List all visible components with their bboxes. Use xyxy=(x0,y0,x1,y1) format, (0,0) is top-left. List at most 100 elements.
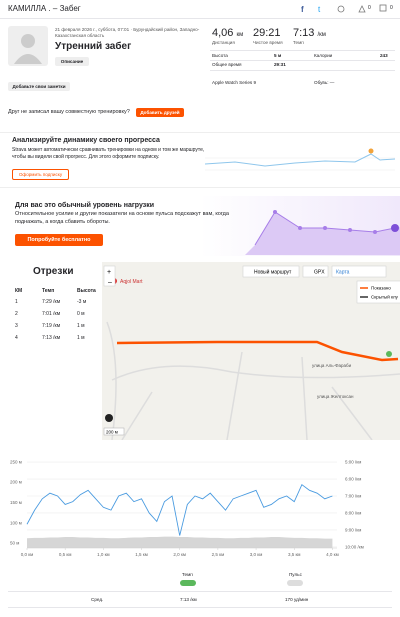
splits-cell: 1 м xyxy=(77,335,85,341)
y2-tick-label: 10:00 /км xyxy=(345,544,364,549)
pace-toggle-label: Темп xyxy=(182,572,193,577)
layer-label: Карта xyxy=(336,270,350,276)
splits-header: Высота xyxy=(77,288,96,294)
splits-cell: 1 xyxy=(15,299,18,305)
description-button[interactable]: Описание xyxy=(55,57,89,66)
avg-hr: 170 уд/мин xyxy=(285,597,309,602)
y2-tick-label: 5:00 /км xyxy=(345,460,361,465)
detail-label: Калории xyxy=(314,53,333,58)
x-tick-label: 4,0 км xyxy=(326,552,339,557)
street-label: улица Желтоксан xyxy=(317,394,354,399)
splits-header: Темп xyxy=(42,288,55,294)
detail-value: 29:31 xyxy=(274,62,286,67)
splits-header: КМ xyxy=(15,288,23,294)
legend-label: Скрытый клу xyxy=(371,294,399,300)
street-label: улица Аль-Фараби xyxy=(312,363,352,368)
promo-text: Относительное усилие и другие показатели… xyxy=(15,211,229,225)
svg-text:+: + xyxy=(107,269,111,276)
effort-preview xyxy=(245,210,400,255)
promo-title: Анализируйте динамику своего прогресса xyxy=(12,137,160,144)
pace-toggle[interactable] xyxy=(180,580,196,586)
stat-value: 7:13 /км xyxy=(293,27,326,40)
detail-label: Общее время xyxy=(212,62,242,67)
notes-button[interactable]: Добавьте свои заметки xyxy=(8,82,70,91)
subscribe-button[interactable]: Оформить подписку xyxy=(12,169,69,180)
add-friends-button[interactable]: Добавить друзей xyxy=(136,108,184,117)
place-label: Aqjol Mart xyxy=(120,279,143,285)
hr-toggle-label: Пульс xyxy=(289,572,302,577)
avg-label: Сред. xyxy=(91,597,104,602)
svg-text:t: t xyxy=(318,5,321,14)
map-legend xyxy=(356,280,400,304)
splits-cell: 1 м xyxy=(77,323,85,329)
detail-value: 5 м xyxy=(274,53,282,58)
stat-label: Дистанция xyxy=(212,40,235,45)
elevation-area xyxy=(27,536,333,548)
y-tick-label: 50 м xyxy=(10,541,19,546)
avg-pace: 7:13 /км xyxy=(180,597,197,602)
comment-count[interactable]: 0 xyxy=(390,5,393,11)
x-tick-label: 3,0 км xyxy=(250,552,263,557)
svg-text:f: f xyxy=(301,5,304,14)
x-tick-label: 2,5 км xyxy=(212,552,225,557)
splits-cell: 3 xyxy=(15,323,18,329)
pace-line xyxy=(26,483,333,536)
y-tick-label: 200 м xyxy=(10,480,22,485)
stat-value: 4,06 км xyxy=(212,27,243,40)
friends-text: Друг не записал вашу совместную трениров… xyxy=(8,109,130,115)
y2-tick-label: 8:00 /км xyxy=(345,510,361,515)
x-tick-label: 0,0 км xyxy=(21,552,34,557)
device: Apple Watch Series 9 xyxy=(212,80,257,85)
scale-label: 200 м xyxy=(106,430,118,435)
svg-text:–: – xyxy=(108,279,112,286)
legend-label: Показано xyxy=(371,286,391,291)
stat-number: 7:13 xyxy=(293,27,315,39)
splits-cell: 0 м xyxy=(77,311,85,317)
page-title: КАМИЛЛА . – Забег xyxy=(8,4,81,13)
y-tick-label: 250 м xyxy=(10,459,22,464)
header-icons[interactable]: f t xyxy=(295,2,400,16)
progress-promo xyxy=(0,132,400,188)
x-tick-label: 3,5 км xyxy=(288,552,301,557)
promo-title: Для вас это обычный уровень нагрузки xyxy=(15,202,155,209)
try-free-button[interactable]: Попробуйте бесплатно xyxy=(15,234,103,246)
splits-cell: 7:29 /км xyxy=(42,299,61,305)
new-route-button[interactable] xyxy=(242,265,300,278)
splits-cell: 2 xyxy=(15,311,18,317)
x-tick-label: 1,0 км xyxy=(97,552,110,557)
splits-title: Отрезки xyxy=(33,266,74,277)
new-route-label: Новый маршрут xyxy=(254,269,292,276)
y2-tick-label: 7:00 /км xyxy=(345,493,361,498)
pace-chart: 250 м 200 м 150 м 100 м 50 м 5:00 /км 6:00 /км… xyxy=(10,459,364,557)
stat-label: Темп xyxy=(293,40,304,45)
stat-label: Чистое время xyxy=(253,40,283,45)
gpx-label: GPX xyxy=(314,270,325,276)
activity-title: Утренний забег xyxy=(55,41,132,52)
shoes: Обувь: — xyxy=(314,80,335,85)
avatar[interactable] xyxy=(8,26,48,66)
stat-unit: /км xyxy=(317,32,326,38)
route-map[interactable]: улица Аль-Фараби улица Желтоксан Aqjol M… xyxy=(102,262,400,440)
y2-tick-label: 9:00 /км xyxy=(345,527,361,532)
splits-cell: 7:01 /км xyxy=(42,311,61,317)
detail-label: Высота xyxy=(212,53,228,58)
layer-select[interactable] xyxy=(331,265,387,278)
x-tick-label: 1,5 км xyxy=(135,552,148,557)
detail-value: 243 xyxy=(380,53,388,58)
hr-toggle[interactable] xyxy=(287,580,303,586)
stat-number: 4,06 xyxy=(212,27,234,39)
splits-cell: 4 xyxy=(15,335,18,341)
y-tick-label: 100 м xyxy=(10,520,22,525)
stat-unit: км xyxy=(236,32,244,38)
x-tick-label: 2,0 км xyxy=(173,552,186,557)
x-tick-label: 0,5 км xyxy=(59,552,72,557)
zoom-controls[interactable] xyxy=(103,265,116,287)
y-tick-label: 150 м xyxy=(10,500,22,505)
kudos-count[interactable]: 0 xyxy=(368,5,371,11)
y2-tick-label: 6:00 /км xyxy=(345,477,361,482)
splits-cell: 7:13 /км xyxy=(42,335,61,341)
splits-cell: -3 м xyxy=(77,299,87,305)
gpx-button[interactable] xyxy=(302,265,329,278)
activity-date: 21 февраля 2026 г., суббота, 07:01 · Бур… xyxy=(55,27,200,38)
